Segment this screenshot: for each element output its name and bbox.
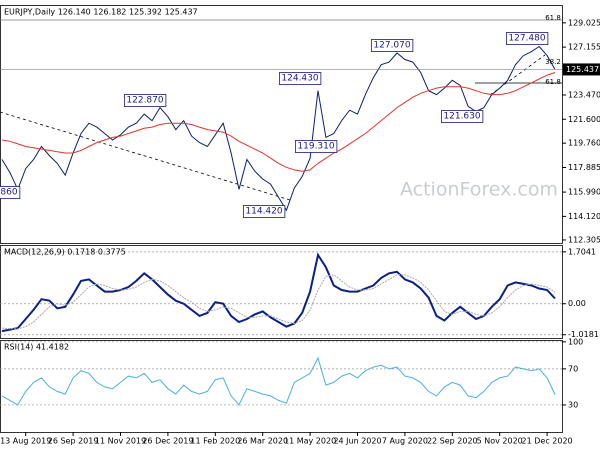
annotation: 61.8 — [545, 14, 561, 22]
y-tick-label: 121.600 — [568, 115, 600, 124]
x-tick-label: 11 May 2020 — [284, 437, 336, 446]
trend-line — [489, 54, 546, 96]
annotation: 122.870 — [126, 96, 163, 106]
annotation: 127.070 — [373, 41, 410, 51]
annotation-box — [123, 94, 167, 107]
series-line — [1, 252, 556, 333]
annotation-box — [242, 205, 286, 218]
x-tick-label: 26 Mar 2020 — [237, 437, 288, 446]
panel-frame — [0, 245, 563, 339]
y-tick-label: -1.0181 — [568, 330, 599, 339]
panel-title: RSI(14) 41.4182 — [4, 343, 69, 352]
x-tick-label: 21 Dec 2020 — [522, 437, 573, 446]
x-tick-label: 11 Nov 2019 — [95, 437, 146, 446]
annotation: 114.420 — [245, 207, 282, 217]
y-tick-label: 129.025 — [568, 18, 600, 27]
series-line — [1, 356, 556, 406]
x-tick-label: 24 Jun 2020 — [333, 437, 381, 446]
x-tick-label: 7 Aug 2020 — [382, 437, 428, 446]
annotation-box — [370, 39, 414, 52]
y-tick-label: 112.305 — [568, 235, 600, 244]
annotation: 61.8 — [545, 78, 561, 86]
y-tick-label: 123.470 — [568, 90, 600, 99]
y-tick-label: 0.00 — [568, 299, 586, 308]
annotation: 124.430 — [281, 74, 318, 84]
x-tick-label: 26 Dec 2019 — [142, 437, 193, 446]
y-tick-label: 115.990 — [568, 188, 600, 197]
last-price-box — [563, 63, 600, 76]
last-price-label: 125.437 — [566, 65, 599, 74]
annotation: 127.480 — [508, 34, 545, 44]
watermark: ActionForex.com — [400, 179, 558, 201]
y-tick-label: 1.7041 — [568, 247, 596, 256]
y-tick-label: 119.760 — [568, 139, 600, 148]
annotation: 860 — [0, 188, 17, 198]
annotation-box — [505, 32, 549, 45]
y-tick-label: 70 — [568, 364, 578, 373]
annotation-box — [440, 110, 484, 123]
annotation: 38.2 — [545, 58, 561, 66]
panel-frame — [0, 5, 563, 244]
annotation: 121.630 — [443, 112, 480, 122]
x-tick-label: 22 Sep 2020 — [427, 437, 478, 446]
trend-line — [0, 111, 291, 201]
x-tick-label: 5 Nov 2020 — [477, 437, 523, 446]
y-tick-label: 127.155 — [568, 43, 600, 52]
series-line — [1, 72, 556, 172]
annotation: 119.310 — [297, 142, 334, 152]
panel-frame — [0, 340, 563, 433]
x-tick-label: 26 Sep 2019 — [48, 437, 99, 446]
series-line — [1, 45, 556, 212]
y-tick-label: 114.120 — [568, 212, 600, 221]
annotation-box — [0, 186, 21, 199]
y-tick-label: 30 — [568, 400, 578, 409]
y-tick-label: 117.885 — [568, 163, 600, 172]
annotation-box — [278, 72, 322, 85]
panel-title: MACD(12,26,9) 0.1718 0.3775 — [4, 248, 126, 257]
panel-title: EURJPY,Daily 126.140 126.182 125.392 125… — [4, 8, 198, 17]
x-tick-label: 13 Aug 2019 — [0, 437, 51, 446]
series-line — [1, 274, 556, 330]
x-tick-label: 11 Feb 2020 — [190, 437, 240, 446]
y-tick-label: 100 — [568, 337, 583, 346]
annotation-box — [294, 140, 338, 153]
